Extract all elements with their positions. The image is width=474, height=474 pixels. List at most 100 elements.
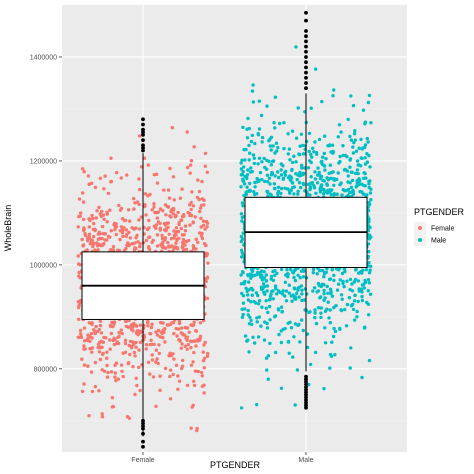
- jitter-point: [189, 345, 193, 350]
- jitter-point: [251, 100, 256, 104]
- jitter-point: [113, 371, 118, 375]
- jitter-point: [356, 279, 361, 283]
- jitter-point: [247, 280, 251, 284]
- jitter-point: [353, 171, 358, 176]
- jitter-point: [266, 354, 271, 358]
- jitter-point: [90, 238, 95, 243]
- jitter-point: [292, 185, 297, 189]
- jitter-point: [138, 187, 142, 192]
- jitter-point: [327, 143, 332, 148]
- outlier-point: [304, 29, 308, 33]
- jitter-point: [336, 171, 340, 175]
- jitter-point: [102, 369, 107, 373]
- jitter-point: [100, 209, 104, 214]
- jitter-point: [155, 357, 159, 361]
- jitter-point: [197, 189, 202, 194]
- jitter-point: [167, 232, 171, 236]
- jitter-point: [182, 214, 186, 218]
- jitter-point: [165, 323, 170, 327]
- jitter-point: [91, 227, 96, 232]
- jitter-point: [200, 384, 205, 388]
- jitter-point: [147, 245, 151, 249]
- jitter-point: [189, 426, 193, 430]
- jitter-point: [268, 182, 272, 186]
- jitter-point: [268, 318, 272, 322]
- jitter-point: [169, 237, 174, 241]
- outlier-point: [141, 148, 145, 153]
- jitter-point: [199, 370, 204, 375]
- jitter-point: [267, 159, 271, 164]
- jitter-point: [192, 339, 196, 343]
- jitter-point: [340, 297, 344, 301]
- jitter-point: [317, 268, 322, 273]
- jitter-point: [274, 286, 278, 291]
- jitter-point: [287, 190, 292, 194]
- jitter-point: [179, 226, 183, 231]
- jitter-point: [103, 232, 108, 236]
- jitter-point: [349, 346, 353, 350]
- jitter-point: [199, 216, 203, 220]
- jitter-point: [90, 350, 94, 354]
- jitter-point: [254, 291, 259, 295]
- jitter-point: [281, 164, 285, 168]
- jitter-point: [133, 354, 137, 358]
- jitter-point: [257, 315, 261, 319]
- jitter-point: [331, 94, 335, 98]
- jitter-point: [145, 227, 150, 232]
- jitter-point: [242, 182, 247, 186]
- jitter-point: [155, 333, 160, 337]
- legend-label-male: Male: [431, 238, 446, 245]
- jitter-point: [166, 188, 171, 192]
- jitter-point: [323, 326, 327, 330]
- jitter-point: [256, 335, 261, 339]
- jitter-point: [195, 195, 200, 200]
- jitter-point: [125, 243, 129, 247]
- jitter-point: [134, 226, 138, 230]
- jitter-point: [90, 322, 94, 326]
- jitter-point: [366, 208, 371, 213]
- jitter-point: [366, 140, 370, 144]
- jitter-point: [260, 135, 265, 140]
- jitter-point: [307, 382, 311, 387]
- jitter-point: [348, 165, 352, 169]
- jitter-point: [283, 173, 288, 177]
- jitter-point: [263, 320, 267, 324]
- x-tick-label: Female: [131, 457, 154, 464]
- jitter-point: [319, 185, 324, 189]
- jitter-point: [163, 366, 168, 371]
- jitter-point: [113, 363, 117, 367]
- jitter-point: [249, 286, 254, 291]
- legend-label-female: Female: [431, 226, 454, 233]
- jitter-point: [301, 143, 305, 148]
- jitter-point: [281, 289, 285, 293]
- jitter-point: [325, 307, 329, 311]
- jitter-point: [81, 217, 86, 222]
- jitter-point: [86, 239, 90, 243]
- jitter-point: [89, 370, 94, 374]
- jitter-point: [256, 302, 261, 306]
- jitter-point: [283, 294, 287, 298]
- jitter-point: [202, 391, 206, 395]
- jitter-point: [355, 315, 359, 319]
- jitter-point: [138, 244, 142, 249]
- jitter-point: [307, 131, 312, 136]
- jitter-point: [260, 278, 265, 282]
- jitter-point: [292, 192, 296, 196]
- jitter-point: [169, 215, 173, 219]
- jitter-point: [138, 242, 142, 246]
- jitter-point: [243, 158, 247, 162]
- jitter-point: [273, 315, 277, 319]
- jitter-point: [121, 351, 125, 355]
- jitter-point: [109, 331, 114, 336]
- jitter-point: [346, 117, 350, 122]
- jitter-point: [353, 129, 357, 133]
- jitter-point: [146, 324, 150, 328]
- legend-title: PTGENDER: [414, 207, 465, 217]
- jitter-point: [119, 363, 124, 367]
- jitter-point: [243, 279, 247, 284]
- axes: 800000 1000000 1200000 1400000 Female Male: [30, 54, 314, 464]
- outlier-point: [304, 405, 308, 410]
- jitter-point: [266, 310, 270, 315]
- jitter-point: [268, 341, 272, 346]
- jitter-point: [279, 168, 283, 172]
